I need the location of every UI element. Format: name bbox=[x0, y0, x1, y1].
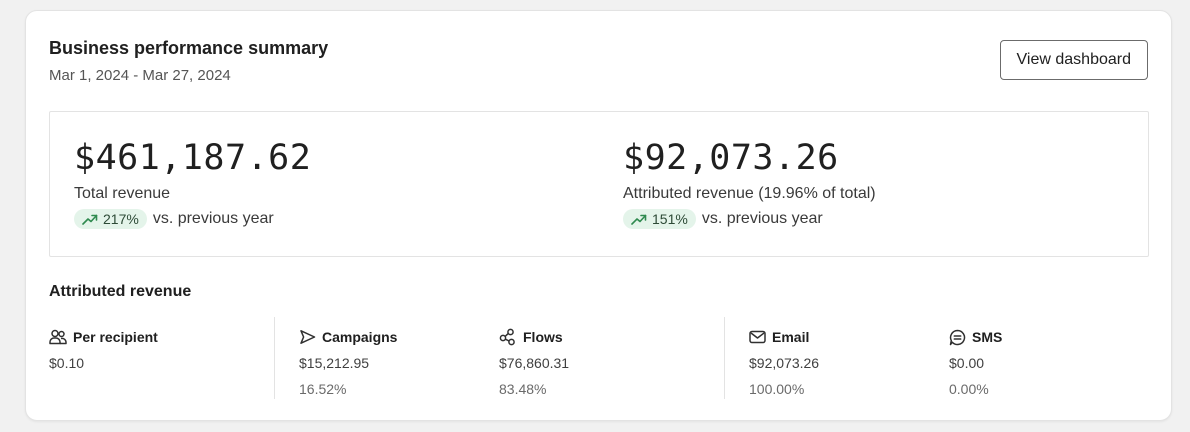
metric-sms: SMS $0.00 0.00% bbox=[949, 327, 1002, 397]
total-revenue-kpi: $461,187.62 Total revenue 217% vs. previ… bbox=[74, 136, 311, 229]
metric-value: $0.10 bbox=[49, 355, 85, 371]
metric-label: Email bbox=[772, 329, 810, 345]
metric-label: Per recipient bbox=[73, 329, 158, 345]
trend-up-icon bbox=[82, 214, 98, 225]
performance-summary-card: Business performance summary Mar 1, 2024… bbox=[25, 10, 1172, 421]
attributed-revenue-value: $92,073.26 bbox=[623, 138, 839, 178]
metric-campaigns: Campaigns $15,212.95 16.52% bbox=[299, 327, 397, 397]
metric-percent: 16.52% bbox=[299, 381, 347, 397]
card-title: Business performance summary bbox=[49, 38, 329, 58]
comparison-text: vs. previous year bbox=[152, 210, 274, 227]
total-revenue-value: $461,187.62 bbox=[74, 138, 312, 178]
total-revenue-label: Total revenue bbox=[74, 185, 171, 202]
attributed-revenue-kpi: $92,073.26 Attributed revenue (19.96% of… bbox=[623, 136, 876, 229]
metric-label: Flows bbox=[523, 329, 563, 345]
metric-percent: 83.48% bbox=[499, 381, 547, 397]
metric-divider bbox=[724, 317, 725, 399]
sms-icon bbox=[949, 329, 966, 345]
attributed-revenue-label: Attributed revenue (19.96% of total) bbox=[623, 185, 876, 202]
metric-email: Email $92,073.26 100.00% bbox=[749, 327, 819, 397]
attributed-revenue-delta: 151% vs. previous year bbox=[623, 209, 876, 229]
trend-up-icon bbox=[631, 214, 647, 225]
metric-percent: 0.00% bbox=[949, 381, 989, 397]
view-dashboard-button[interactable]: View dashboard bbox=[999, 40, 1148, 80]
trend-badge: 151% bbox=[623, 209, 696, 229]
attributed-section-title: Attributed revenue bbox=[49, 283, 192, 300]
total-revenue-delta: 217% vs. previous year bbox=[74, 209, 311, 229]
metric-label: SMS bbox=[972, 329, 1003, 345]
metric-per-recipient: Per recipient $0.10 bbox=[49, 327, 158, 371]
comparison-text: vs. previous year bbox=[701, 210, 823, 227]
metric-value: $0.00 bbox=[949, 355, 985, 371]
metric-value: $76,860.31 bbox=[499, 355, 570, 371]
kpi-panel: $461,187.62 Total revenue 217% vs. previ… bbox=[49, 111, 1149, 257]
send-icon bbox=[300, 330, 316, 344]
metric-divider bbox=[274, 317, 275, 399]
metric-percent: 100.00% bbox=[749, 381, 805, 397]
people-icon bbox=[49, 329, 67, 345]
metric-label: Campaigns bbox=[322, 329, 398, 345]
trend-percent: 217% bbox=[103, 211, 139, 227]
trend-percent: 151% bbox=[652, 211, 688, 227]
trend-badge: 217% bbox=[74, 209, 147, 229]
email-icon bbox=[749, 330, 766, 344]
flows-icon bbox=[499, 328, 515, 346]
metric-value: $92,073.26 bbox=[749, 355, 820, 371]
metric-value: $15,212.95 bbox=[299, 355, 370, 371]
metric-flows: Flows $76,860.31 83.48% bbox=[499, 327, 569, 397]
date-range: Mar 1, 2024 - Mar 27, 2024 bbox=[49, 67, 231, 84]
